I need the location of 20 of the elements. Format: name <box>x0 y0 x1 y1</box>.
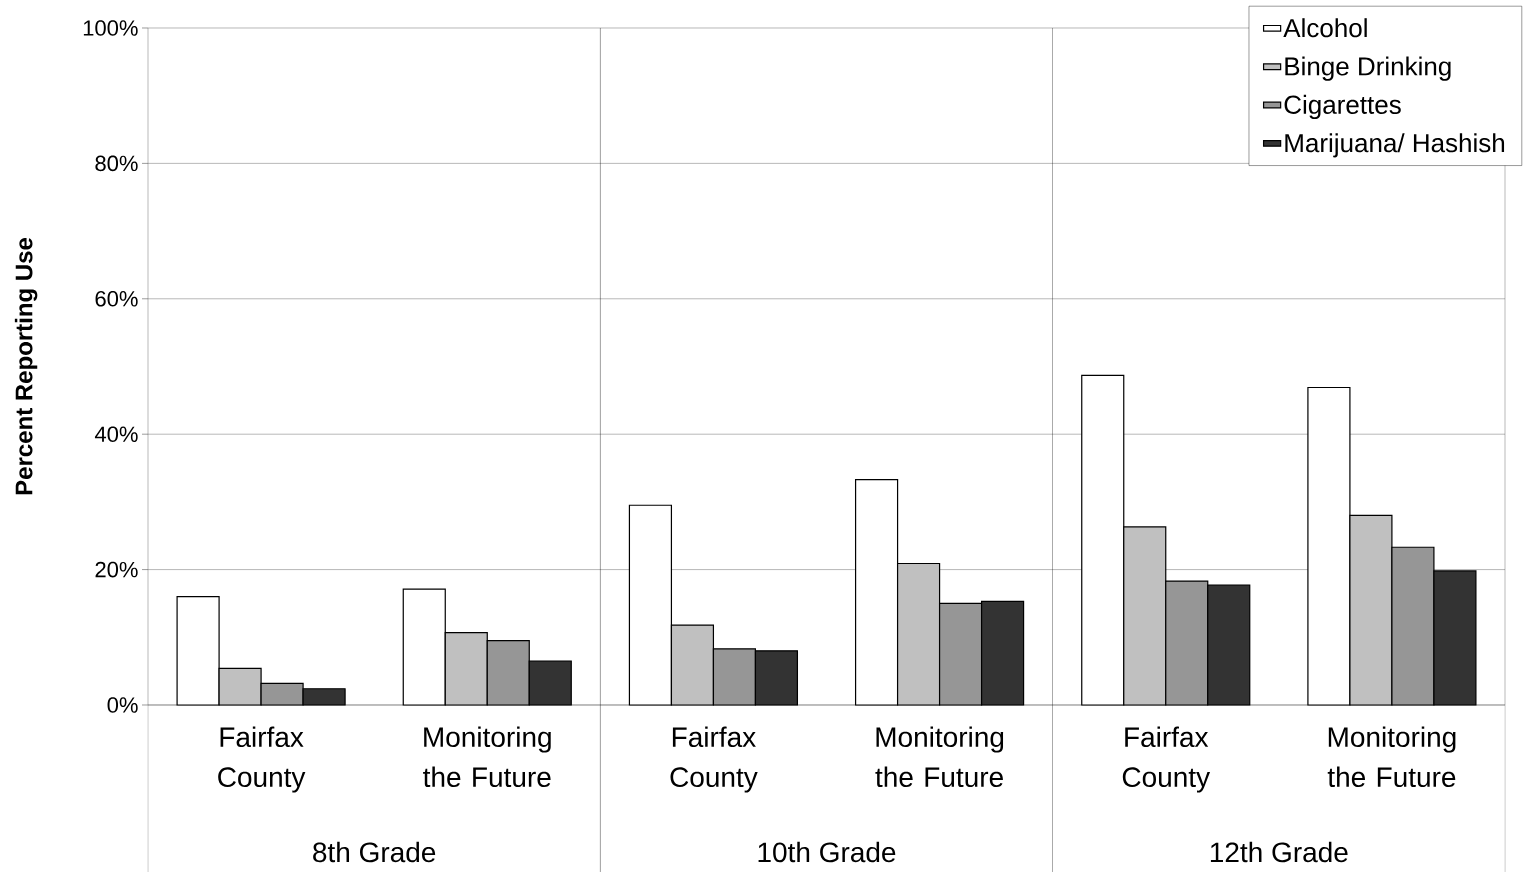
y-tick-label: 0% <box>107 697 138 713</box>
x-tick-label: Monitoring the Future <box>875 726 1004 788</box>
y-axis-title: Percent Reporting Use <box>14 237 38 495</box>
y-tick-label: 60% <box>95 290 138 307</box>
y-tick-label: 80% <box>95 155 138 172</box>
x-tick-label: Monitoring the Future <box>1327 726 1456 788</box>
text: 12th Grade <box>1210 841 1348 863</box>
text: 10th Grade <box>758 841 896 863</box>
legend-label: Alcohol <box>1283 18 1367 38</box>
legend-label: Marijuana/ Hashish <box>1285 133 1505 158</box>
x-tick-label: Fairfax County <box>670 726 758 793</box>
y-tick-label: 100% <box>83 20 138 36</box>
y-tick-label: 40% <box>94 426 138 442</box>
x-tick-label: Fairfax County <box>1122 726 1211 793</box>
legend-label: Cigarettes <box>1284 94 1401 120</box>
legend-label: Binge Drinking <box>1285 56 1451 81</box>
x-tick-label: Fairfax County <box>218 726 306 793</box>
x-tick-label: Monitoring the Future <box>423 726 551 788</box>
text: 8th Grade <box>313 841 436 863</box>
y-tick-label: 20% <box>95 561 138 578</box>
